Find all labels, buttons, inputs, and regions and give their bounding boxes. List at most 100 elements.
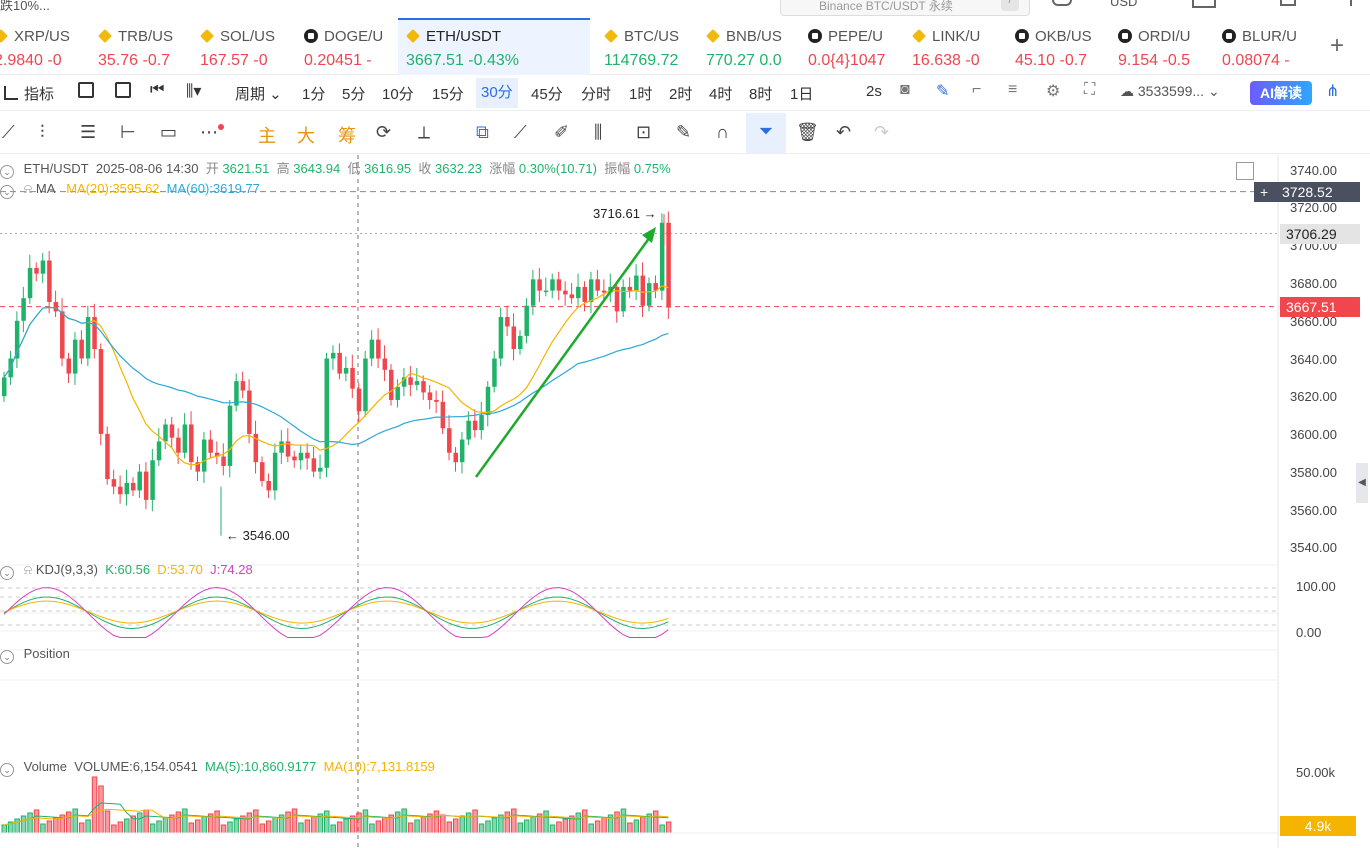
trend-arrow <box>474 236 652 478</box>
candle-body <box>292 456 297 461</box>
measure-icon[interactable]: ⟂ <box>418 122 431 142</box>
calendar-icon[interactable] <box>78 82 94 102</box>
more-icon[interactable]: ⋯ <box>200 122 224 143</box>
interval-5[interactable]: 45分 <box>531 86 563 103</box>
ticker-tab[interactable]: BLUR/U 0.08074 - <box>1222 18 1308 75</box>
line-price-tag: 3706.29 <box>1280 224 1360 244</box>
filter-icon[interactable]: ⏷ <box>746 113 786 153</box>
settings-icon[interactable]: ⚙ <box>1046 83 1061 100</box>
currency-select[interactable]: USD <box>1110 0 1138 9</box>
redo-icon[interactable]: ↷ <box>874 122 890 142</box>
interval-10[interactable]: 8时 <box>749 86 773 103</box>
big-order-button[interactable]: 大 <box>297 126 315 146</box>
volume-bar <box>27 812 33 834</box>
interval-11[interactable]: 1日 <box>790 86 814 103</box>
chevron-down-icon: ⌄ <box>1204 83 1220 99</box>
interval-8[interactable]: 2时 <box>669 86 693 103</box>
volume-bar <box>504 811 511 834</box>
ai-analysis-button[interactable]: AI解读 <box>1250 81 1312 105</box>
chart-area[interactable]: ⌄ ETH/USDT 2025-08-06 14:30 开 3621.51 高 … <box>0 155 1370 848</box>
share-icon[interactable]: ⋔ <box>1326 83 1340 100</box>
ticker-tab[interactable]: BNB/US 770.27 0.0 <box>706 18 802 75</box>
sync-icon[interactable]: ⟳ <box>376 122 392 142</box>
interval-0[interactable]: 1分 <box>302 86 326 103</box>
kdj-d-line <box>3 600 669 624</box>
ticker-tab[interactable]: DOGE/U 0.20451 - <box>304 18 396 75</box>
undo-icon[interactable]: ↶ <box>836 122 852 142</box>
indicator-button[interactable]: 指标 <box>4 83 54 104</box>
vol-ma10-line <box>3 808 669 826</box>
candle-body <box>556 279 562 291</box>
lock-icon[interactable]: ⊡ <box>636 122 652 142</box>
interval-1[interactable]: 5分 <box>342 86 366 103</box>
layout-icon[interactable] <box>115 82 131 102</box>
interval-6[interactable]: 分时 <box>581 86 612 103</box>
ticker-tab[interactable]: ORDI/U 9.154 -0.5 <box>1118 18 1214 75</box>
ticker-tab[interactable]: XRP/US 2.9840 -0 <box>0 18 74 75</box>
rewind-icon[interactable]: ⏮ <box>150 81 165 98</box>
candle-type-icon[interactable]: ⫼▾ <box>186 83 202 100</box>
fullscreen-icon[interactable]: ⛶ <box>1084 81 1096 98</box>
volume-bar <box>156 820 162 834</box>
collapse-icon[interactable]: ⌄ <box>0 566 14 580</box>
ticker-tab[interactable]: LINK/U 16.638 -0 <box>912 18 1008 75</box>
collapse-icon[interactable]: ⌄ <box>0 185 14 199</box>
ticker-tab[interactable]: ETH/USDT 3667.51 -0.43% <box>398 18 590 75</box>
collapse-icon[interactable]: ⌄ <box>0 165 14 179</box>
chips-button[interactable]: 筹 <box>338 126 356 146</box>
camera-icon[interactable]: ◙ <box>900 81 910 98</box>
crop-icon[interactable]: ⌐ <box>972 81 982 98</box>
trash-icon[interactable]: 🗑 <box>796 122 819 142</box>
volume-bar <box>124 818 130 834</box>
horizontal-line-icon[interactable]: ⊢ <box>120 122 136 142</box>
ticker-name: XRP/US <box>0 28 70 45</box>
alarm-icon[interactable]: ⍾ <box>23 181 33 196</box>
news-ticker-text[interactable]: 跌10%... <box>0 0 50 13</box>
ticker-tab[interactable]: TRB/US 35.76 -0.7 <box>98 18 194 75</box>
refresh-rate[interactable]: 2s <box>866 83 882 100</box>
window-icon[interactable] <box>1192 0 1216 8</box>
pencil-icon[interactable]: ✎ <box>936 83 950 100</box>
ticker-tab[interactable]: BTC/US 114769.72 <box>604 18 700 75</box>
note-icon[interactable]: ✎ <box>676 122 692 142</box>
candle-body <box>2 377 7 397</box>
interval-toolbar: 指标 ⏮ ⫼▾ 周期 ⌄ 1分 5分 10分 15分 30分 45分 分时 1时 2时 4时 8时 1… <box>0 75 1370 111</box>
axis-collapse-icon[interactable]: ◀ <box>1356 463 1368 503</box>
period-dropdown[interactable]: 周期 ⌄ <box>235 83 282 104</box>
volume-bar <box>440 814 446 834</box>
interval-7[interactable]: 1时 <box>629 86 653 103</box>
restore-icon[interactable] <box>1280 0 1296 6</box>
main-force-button[interactable]: 主 <box>258 126 276 146</box>
candles-icon[interactable]: ⫼ <box>594 122 603 142</box>
interval-9[interactable]: 4时 <box>709 86 733 103</box>
parallel-lines-icon[interactable]: ⫶ <box>40 122 45 142</box>
volume-bar <box>233 818 240 834</box>
interval-4[interactable]: 30分 <box>476 78 518 108</box>
bell-icon[interactable] <box>1052 0 1072 6</box>
ticker-tab[interactable]: PEPE/U 0.0{4}1047 <box>808 18 904 75</box>
alarm-icon[interactable]: ⍾ <box>23 562 33 577</box>
magnet-icon[interactable]: ∩ <box>716 122 729 142</box>
list-icon[interactable]: ≡ <box>1008 81 1018 98</box>
close-window-icon[interactable] <box>1350 0 1364 6</box>
copy-icon[interactable]: ⧉ <box>476 122 489 142</box>
add-tab-icon[interactable]: + <box>1329 32 1344 59</box>
interval-2[interactable]: 10分 <box>382 86 414 103</box>
kline-chart[interactable] <box>0 155 1370 848</box>
interval-3[interactable]: 15分 <box>432 86 464 103</box>
collapse-icon[interactable]: ⌄ <box>0 763 14 777</box>
horizontal-lines-icon[interactable]: ☰ <box>80 122 97 142</box>
ticker-tab[interactable]: OKB/US 45.10 -0.7 <box>1015 18 1111 75</box>
ticker-tab[interactable]: SOL/US 167.57 -0 <box>200 18 288 75</box>
volume-bar <box>220 824 227 834</box>
rectangle-icon[interactable]: ▭ <box>160 122 178 142</box>
account-select[interactable]: ☁ 3533599... ⌄ <box>1120 83 1220 100</box>
ruler-icon[interactable]: ⟋ <box>514 122 527 142</box>
brush-icon[interactable]: ✐ <box>554 122 570 142</box>
collapse-icon[interactable]: ⌄ <box>0 650 14 664</box>
expand-icon[interactable] <box>1236 162 1254 180</box>
candle-body <box>505 317 510 327</box>
plus-icon[interactable]: + <box>1260 184 1269 200</box>
trendline-icon[interactable]: ⟋ <box>2 122 15 142</box>
search-input[interactable]: Binance BTC/USDT 永续 / <box>780 0 1030 16</box>
